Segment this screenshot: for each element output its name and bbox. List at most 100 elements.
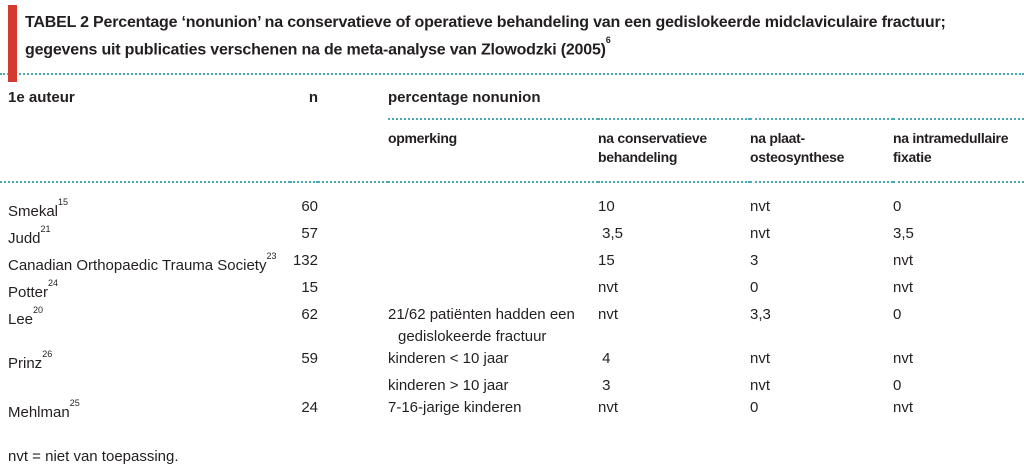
table-row: kinderen > 10 jaar 3 nvt 0 [0,375,1024,397]
author-cell: Lee20 [0,304,290,348]
author-cell: Mehlman25 [0,397,290,424]
opmerking-cell: kinderen > 10 jaar [388,377,509,395]
plaat-value-cell: nvt [750,350,771,368]
opmerking-cell [388,277,598,304]
column-group-header-percentage-nonunion: percentage nonunion [388,75,1024,121]
conservatief-value-cell: 3 [598,377,611,395]
spacer-cell [318,304,388,348]
plaat-value-cell: nvt [750,198,771,216]
author-cell: Judd21 [0,223,290,250]
table-header-row-sub: opmerking na conservatieve behandeling n… [0,119,1024,184]
divider-top [0,73,1024,76]
table-title: TABEL 2 Percentage ‘nonunion’ na conserv… [0,0,1024,61]
n-cell: 132 [292,252,318,270]
conservatief-value-cell: nvt [598,279,619,297]
intramedullair-value-cell: 0 [893,198,902,216]
column-header-plaatosteosynthese: na plaat-osteosynthese [750,119,893,184]
red-accent-bar [8,5,17,82]
conservatief-value-cell: nvt [598,306,619,324]
spacer-cell [318,250,388,277]
conservatief-value-cell: 10 [598,198,615,216]
author-name: Lee [8,311,34,329]
plaat-value-cell: 3 [750,252,759,270]
intramedullair-value-cell: nvt [893,279,914,297]
n-cell: 60 [301,198,318,216]
intramedullair-value-cell: 0 [893,306,902,324]
table-number-label: TABEL 2 [25,14,89,31]
plaat-value-cell: 0 [750,399,759,417]
spacer-cell [318,348,388,375]
author-name: Smekal [8,203,59,221]
table-footnote: nvt = niet van toepassing. [8,448,179,465]
nonunion-table: 1e auteur n percentage nonunion opmerkin… [0,75,1024,424]
column-header-intramedullair: na intramedullaire fixatie [893,119,1024,184]
spacer-cell [318,182,388,223]
plaat-value-cell: 3,3 [750,306,771,324]
header-spacer [318,75,388,119]
reference-superscript: 15 [58,197,69,208]
n-cell [290,375,318,397]
spacer-cell [318,397,388,424]
plaat-value-cell: 0 [750,279,759,297]
header-spacer [290,119,318,184]
intramedullair-value-cell: nvt [893,252,914,270]
opmerking-cell [388,223,598,250]
author-cell [0,375,290,397]
reference-superscript: 25 [69,398,80,409]
conservatief-value-cell: 15 [598,252,615,270]
opmerking-cell: 21/62 patiënten hadden een gedislokeerde … [388,304,598,348]
column-header-opmerking: opmerking [388,119,598,184]
table-row: Judd21 57 3,5 nvt 3,5 [0,223,1024,250]
spacer-cell [318,223,388,250]
spacer-cell [318,375,388,397]
reference-superscript: 24 [48,278,59,289]
table-row: Mehlman25 24 7-16-jarige kinderen nvt 0 … [0,397,1024,424]
n-cell: 24 [301,399,318,417]
author-name: Judd [8,230,41,248]
header-spacer [0,119,290,184]
author-name: Canadian Orthopaedic Trauma Society [8,257,267,275]
table-row: Lee20 62 21/62 patiënten hadden een gedis… [0,304,1024,348]
n-cell: 15 [301,279,318,297]
opmerking-cell [388,182,598,223]
conservatief-value-cell: nvt [598,399,619,417]
author-cell: Smekal15 [0,182,290,223]
table-row: Smekal15 60 10 nvt 0 [0,182,1024,223]
intramedullair-value-cell: nvt [893,399,914,417]
table-title-text: Percentage ‘nonunion’ na conservatieve o… [25,14,946,59]
table-row: Potter24 15 nvt 0 nvt [0,277,1024,304]
reference-superscript: 26 [42,349,53,360]
reference-superscript: 23 [266,251,277,262]
conservatief-value-cell: 3,5 [598,225,624,243]
opmerking-line-1: 21/62 patiënten hadden een [388,306,575,324]
reference-superscript: 21 [40,224,51,235]
n-cell: 62 [301,306,318,324]
header-spacer [318,119,388,184]
plaat-value-cell: nvt [750,225,771,243]
intramedullair-value-cell: 0 [893,377,902,395]
reference-superscript: 20 [33,305,44,316]
author-cell: Canadian Orthopaedic Trauma Society23 [0,250,290,277]
author-name: Potter [8,284,49,302]
column-header-n: n [308,89,318,107]
author-cell: Potter24 [0,277,290,304]
conservatief-value-cell: 4 [598,350,611,368]
plaat-value-cell: nvt [750,377,771,395]
table-row: Canadian Orthopaedic Trauma Society23 13… [0,250,1024,277]
intramedullair-value-cell: 3,5 [893,225,914,243]
column-header-conservatief: na conservatieve behandeling [598,119,750,184]
intramedullair-value-cell: nvt [893,350,914,368]
table-row: Prinz26 59 kinderen < 10 jaar 4 nvt nvt [0,348,1024,375]
column-header-auteur: 1e auteur [8,89,75,107]
n-cell: 59 [301,350,318,368]
table-header-row-group: 1e auteur n percentage nonunion [0,75,1024,121]
author-cell: Prinz26 [0,348,290,375]
opmerking-cell: 7-16-jarige kinderen [388,399,522,417]
n-cell: 57 [301,225,318,243]
spacer-cell [318,277,388,304]
author-name: Prinz [8,355,43,373]
title-reference-superscript: 6 [605,35,611,45]
author-name: Mehlman [8,404,70,422]
opmerking-line-2: gedislokeerde fractuur [398,328,547,346]
